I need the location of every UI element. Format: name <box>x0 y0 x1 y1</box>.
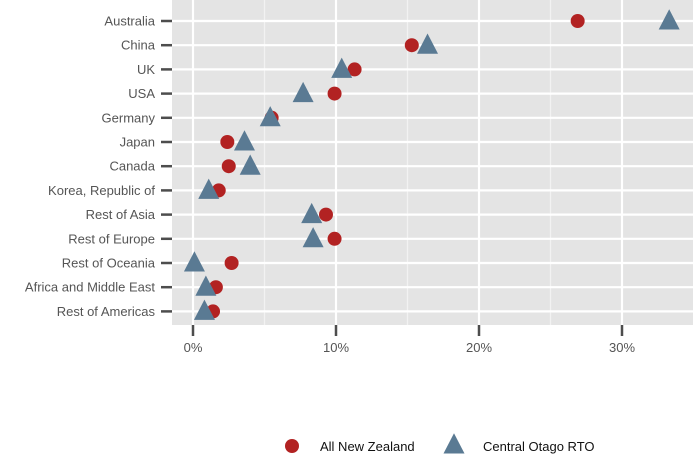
point-central-otago-rto <box>198 178 220 199</box>
point-all-new-zealand <box>224 256 239 270</box>
legend-label-all-new-zealand: All New Zealand <box>320 439 415 454</box>
y-axis: Australia China UK USA Germany Japan Canada Kor… <box>25 14 172 319</box>
y-tick-label: Canada <box>109 159 155 174</box>
y-tick-label: Rest of Oceania <box>62 256 156 271</box>
y-tick-label: Japan <box>120 135 155 150</box>
point-all-new-zealand <box>404 38 419 53</box>
y-tick-label: Rest of Asia <box>86 207 156 222</box>
point-all-new-zealand <box>220 135 235 149</box>
x-axis: 0% 10% 20% 30% <box>184 325 635 355</box>
legend-marker-all-new-zealand <box>285 439 299 453</box>
point-central-otago-rto <box>259 106 281 127</box>
grid-lines <box>172 0 693 325</box>
y-tick-label: UK <box>137 62 155 77</box>
point-central-otago-rto <box>417 33 439 54</box>
y-tick-label: Korea, Republic of <box>48 183 155 198</box>
point-all-new-zealand <box>318 207 333 222</box>
x-tick-label: 30% <box>609 340 635 355</box>
point-all-new-zealand <box>327 231 342 246</box>
x-tick-label: 10% <box>323 340 349 355</box>
y-tick-label: Australia <box>104 14 155 29</box>
point-central-otago-rto <box>193 299 215 320</box>
point-central-otago-rto <box>301 202 323 224</box>
x-tick-label: 0% <box>184 340 203 355</box>
point-all-new-zealand <box>570 14 585 28</box>
point-central-otago-rto <box>292 81 314 103</box>
point-central-otago-rto <box>195 275 217 296</box>
point-central-otago-rto <box>233 130 255 151</box>
plot-background <box>172 0 693 325</box>
x-tick-label: 20% <box>466 340 492 355</box>
point-central-otago-rto <box>239 154 261 175</box>
point-all-new-zealand <box>327 86 342 101</box>
point-central-otago-rto <box>302 227 324 248</box>
y-tick-label: Rest of Europe <box>68 231 155 246</box>
data-points <box>183 9 680 320</box>
y-tick-label: USA <box>128 86 155 101</box>
legend-label-central-otago-rto: Central Otago RTO <box>483 439 595 454</box>
point-all-new-zealand <box>347 62 362 77</box>
legend: All New Zealand Central Otago RTO <box>285 433 595 454</box>
point-central-otago-rto <box>183 251 205 272</box>
point-central-otago-rto <box>331 57 353 78</box>
y-tick-label: Germany <box>102 110 156 125</box>
y-tick-label: Africa and Middle East <box>25 280 155 295</box>
point-central-otago-rto <box>658 9 680 30</box>
point-all-new-zealand <box>221 159 236 174</box>
y-tick-label: Rest of Americas <box>57 304 156 319</box>
y-tick-label: China <box>121 38 156 53</box>
legend-marker-central-otago-rto <box>443 433 465 454</box>
